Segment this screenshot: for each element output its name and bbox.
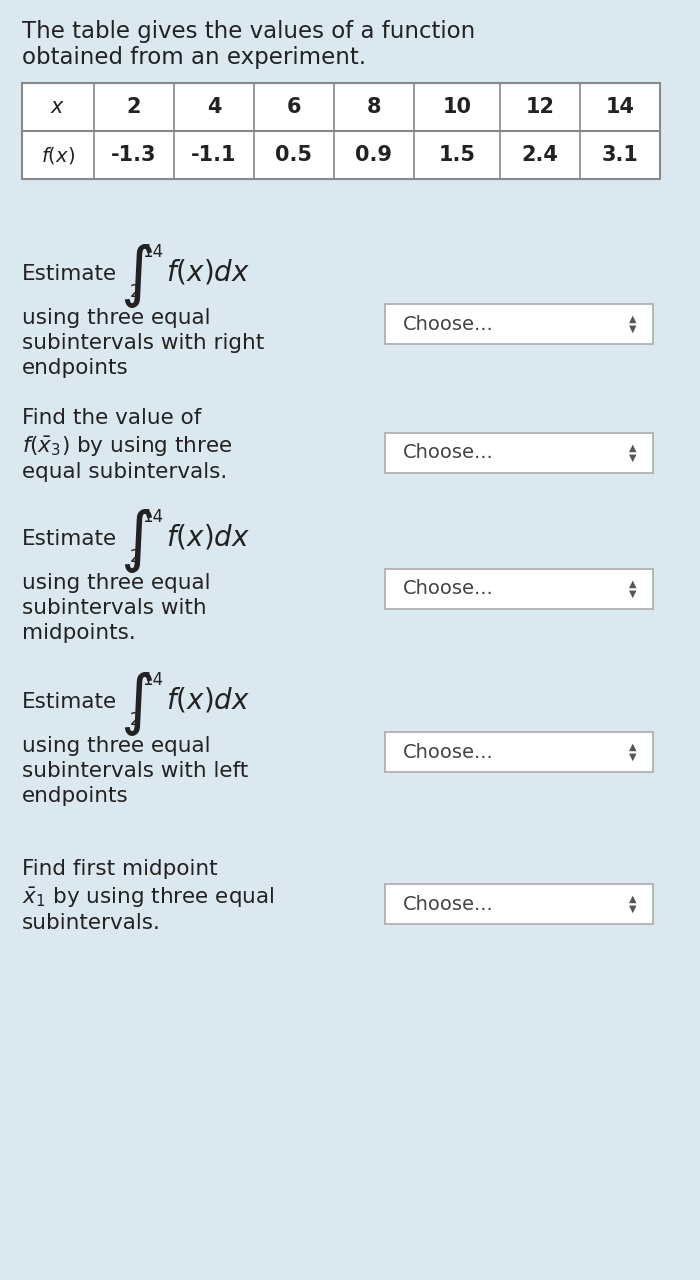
Text: 8: 8	[367, 97, 382, 116]
Text: subintervals with left: subintervals with left	[22, 762, 248, 781]
Text: 2: 2	[130, 710, 141, 730]
Text: 14: 14	[142, 508, 163, 526]
Text: 2: 2	[127, 97, 141, 116]
Text: 0.9: 0.9	[356, 145, 393, 165]
Text: using three equal: using three equal	[22, 308, 211, 328]
Text: using three equal: using three equal	[22, 573, 211, 593]
Text: Estimate: Estimate	[22, 692, 117, 712]
Bar	[22, 83, 660, 179]
Text: Choose...: Choose...	[403, 315, 494, 334]
Text: The table gives the values of a function: The table gives the values of a function	[22, 20, 475, 44]
Text: equal subintervals.: equal subintervals.	[22, 462, 228, 483]
Text: endpoints: endpoints	[22, 786, 129, 806]
Text: 4: 4	[206, 97, 221, 116]
Bar	[385, 570, 653, 609]
Text: $x$: $x$	[50, 97, 66, 116]
Text: -1.1: -1.1	[191, 145, 237, 165]
Text: ▲: ▲	[629, 579, 637, 589]
Text: using three equal: using three equal	[22, 736, 211, 756]
Text: -1.3: -1.3	[111, 145, 157, 165]
Text: Find first midpoint: Find first midpoint	[22, 859, 218, 879]
Text: subintervals with right: subintervals with right	[22, 333, 265, 353]
Text: Choose...: Choose...	[403, 895, 494, 914]
Text: 1.5: 1.5	[438, 145, 475, 165]
Text: 3.1: 3.1	[601, 145, 638, 165]
Text: 2: 2	[130, 283, 141, 301]
Text: $\bar{x}_1$ by using three equal: $\bar{x}_1$ by using three equal	[22, 886, 274, 910]
Text: $\int$: $\int$	[120, 669, 153, 739]
Text: 10: 10	[442, 97, 472, 116]
Bar	[385, 303, 653, 344]
Text: $f(\bar{x}_3)$ by using three: $f(\bar{x}_3)$ by using three	[22, 435, 232, 460]
Bar	[385, 433, 653, 474]
Text: Choose...: Choose...	[403, 742, 494, 762]
Text: ▼: ▼	[629, 324, 637, 334]
Text: 14: 14	[142, 671, 163, 689]
Text: $f(x)dx$: $f(x)dx$	[166, 257, 250, 287]
Text: Estimate: Estimate	[22, 529, 117, 549]
Text: $\int$: $\int$	[120, 242, 153, 310]
Text: ▲: ▲	[629, 443, 637, 453]
Text: subintervals.: subintervals.	[22, 913, 161, 933]
Text: ▲: ▲	[629, 314, 637, 324]
Bar	[385, 732, 653, 772]
Text: ▼: ▼	[629, 751, 637, 762]
Text: $f(x)$: $f(x)$	[41, 145, 75, 165]
Text: Choose...: Choose...	[403, 443, 494, 462]
Text: Choose...: Choose...	[403, 580, 494, 599]
Text: ▲: ▲	[629, 893, 637, 904]
Text: ▼: ▼	[629, 453, 637, 463]
Bar	[385, 884, 653, 924]
Text: Estimate: Estimate	[22, 264, 117, 284]
Text: 2: 2	[130, 548, 141, 566]
Text: midpoints.: midpoints.	[22, 623, 136, 643]
Text: 14: 14	[142, 243, 163, 261]
Text: obtained from an experiment.: obtained from an experiment.	[22, 46, 366, 69]
Text: $f(x)dx$: $f(x)dx$	[166, 522, 250, 552]
Text: 12: 12	[526, 97, 554, 116]
Text: ▲: ▲	[629, 742, 637, 751]
Text: ▼: ▼	[629, 904, 637, 914]
Text: 2.4: 2.4	[522, 145, 559, 165]
Text: ▼: ▼	[629, 589, 637, 599]
Text: endpoints: endpoints	[22, 358, 129, 378]
Text: 14: 14	[606, 97, 634, 116]
Text: subintervals with: subintervals with	[22, 598, 206, 618]
Text: $f(x)dx$: $f(x)dx$	[166, 686, 250, 714]
Text: 0.5: 0.5	[276, 145, 312, 165]
Text: 6: 6	[287, 97, 301, 116]
Text: Find the value of: Find the value of	[22, 408, 202, 428]
Text: $\int$: $\int$	[120, 507, 153, 575]
